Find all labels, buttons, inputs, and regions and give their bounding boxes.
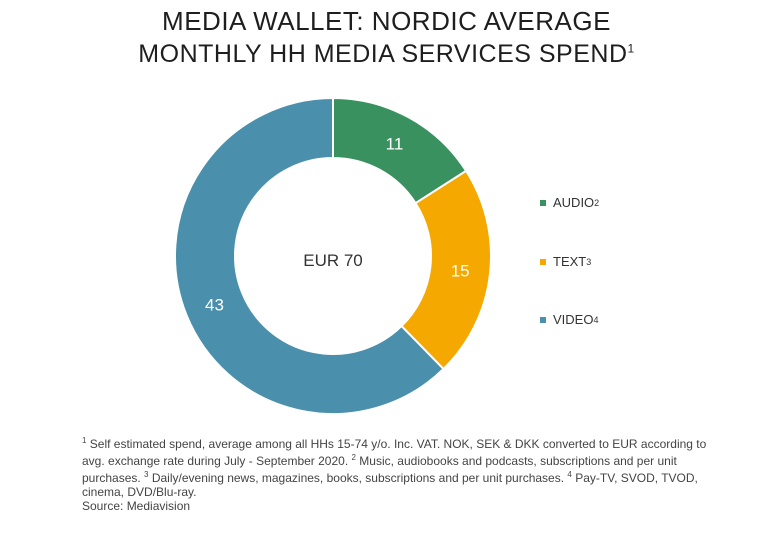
legend-label-audio: AUDIO bbox=[553, 195, 595, 210]
legend-swatch-video bbox=[540, 316, 546, 323]
source-note: Source: Mediavision bbox=[82, 499, 191, 513]
legend-sup-video: 4 bbox=[593, 314, 599, 325]
legend-item-video: VIDEO 4 bbox=[540, 312, 598, 327]
legend-label-text: TEXT bbox=[553, 254, 587, 269]
legend-item-text: TEXT 3 bbox=[540, 254, 591, 269]
data-labels: 11 15 43 bbox=[205, 135, 470, 315]
chart-title: MEDIA WALLET: NORDIC AVERAGE bbox=[162, 6, 611, 36]
data-label-video: 43 bbox=[205, 295, 224, 314]
data-label-audio: 11 bbox=[386, 135, 404, 154]
chart-subtitle: MONTHLY HH MEDIA SERVICES SPEND1 bbox=[138, 40, 635, 68]
legend-swatch-text bbox=[540, 258, 546, 265]
donut-slices bbox=[174, 96, 492, 415]
legend-item-audio: AUDIO 2 bbox=[540, 195, 599, 210]
subtitle-footnote-marker: 1 bbox=[627, 41, 635, 56]
legend-sup-audio: 2 bbox=[594, 197, 600, 208]
footnote: 1 Self estimated spend, average among al… bbox=[82, 436, 707, 513]
legend-swatch-audio bbox=[540, 199, 546, 206]
legend-label-video: VIDEO bbox=[553, 312, 594, 327]
data-label-text: 15 bbox=[451, 262, 470, 281]
center-label: EUR 70 bbox=[303, 251, 363, 270]
legend-sup-text: 3 bbox=[586, 256, 592, 267]
slice-video bbox=[174, 96, 445, 415]
